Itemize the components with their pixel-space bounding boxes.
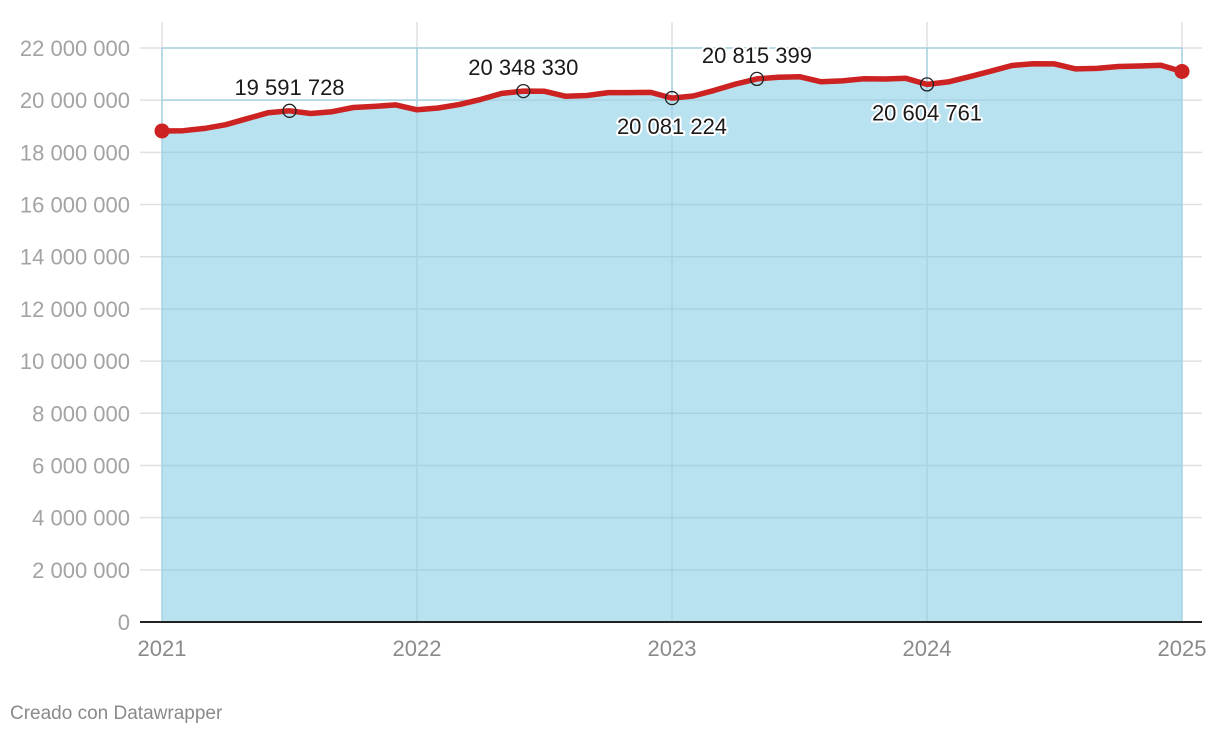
annotation-label: 19 591 728	[234, 75, 344, 100]
y-tick-label: 8 000 000	[32, 401, 130, 426]
x-tick-label: 2023	[648, 636, 697, 661]
annotation-marker	[749, 71, 765, 87]
annotation-label: 20 815 399	[702, 43, 812, 68]
line-layer	[154, 60, 1190, 139]
y-tick-label: 22 000 000	[20, 36, 130, 61]
annotations: 19 591 728 20 348 330 20 081 224 20 815 399…	[232, 41, 984, 141]
y-tick-label: 6 000 000	[32, 453, 130, 478]
series-line	[159, 60, 1185, 134]
y-tick-label: 0	[118, 610, 130, 635]
y-tick-label: 2 000 000	[32, 558, 130, 583]
annotation-label: 20 348 330	[468, 55, 578, 80]
y-tick-label: 20 000 000	[20, 88, 130, 113]
axes: 0 2 000 000 4 000 000 6 000 000 8 000 000 10 …	[20, 36, 1207, 661]
series-start-point	[154, 123, 170, 139]
annotation-marker	[282, 103, 297, 118]
x-tick-label: 2025	[1158, 636, 1207, 661]
area-layer	[161, 47, 1183, 622]
series-end-point	[1174, 63, 1190, 79]
annotation-marker	[516, 83, 531, 99]
annotation-label: 20 081 224	[617, 114, 727, 139]
annotation-label: 20 604 761	[872, 100, 982, 125]
y-tick-label: 10 000 000	[20, 349, 130, 374]
y-tick-label: 14 000 000	[20, 245, 130, 270]
annotation-marker	[919, 77, 935, 92]
credit-text: Creado con Datawrapper	[10, 703, 223, 724]
y-tick-label: 18 000 000	[20, 140, 130, 165]
x-tick-label: 2022	[393, 636, 442, 661]
y-tick-label: 16 000 000	[20, 193, 130, 218]
y-tick-label: 12 000 000	[20, 297, 130, 322]
x-tick-label: 2024	[903, 636, 952, 661]
x-tick-label: 2021	[138, 636, 187, 661]
y-tick-label: 4 000 000	[32, 506, 130, 531]
annotation-marker	[664, 90, 680, 106]
